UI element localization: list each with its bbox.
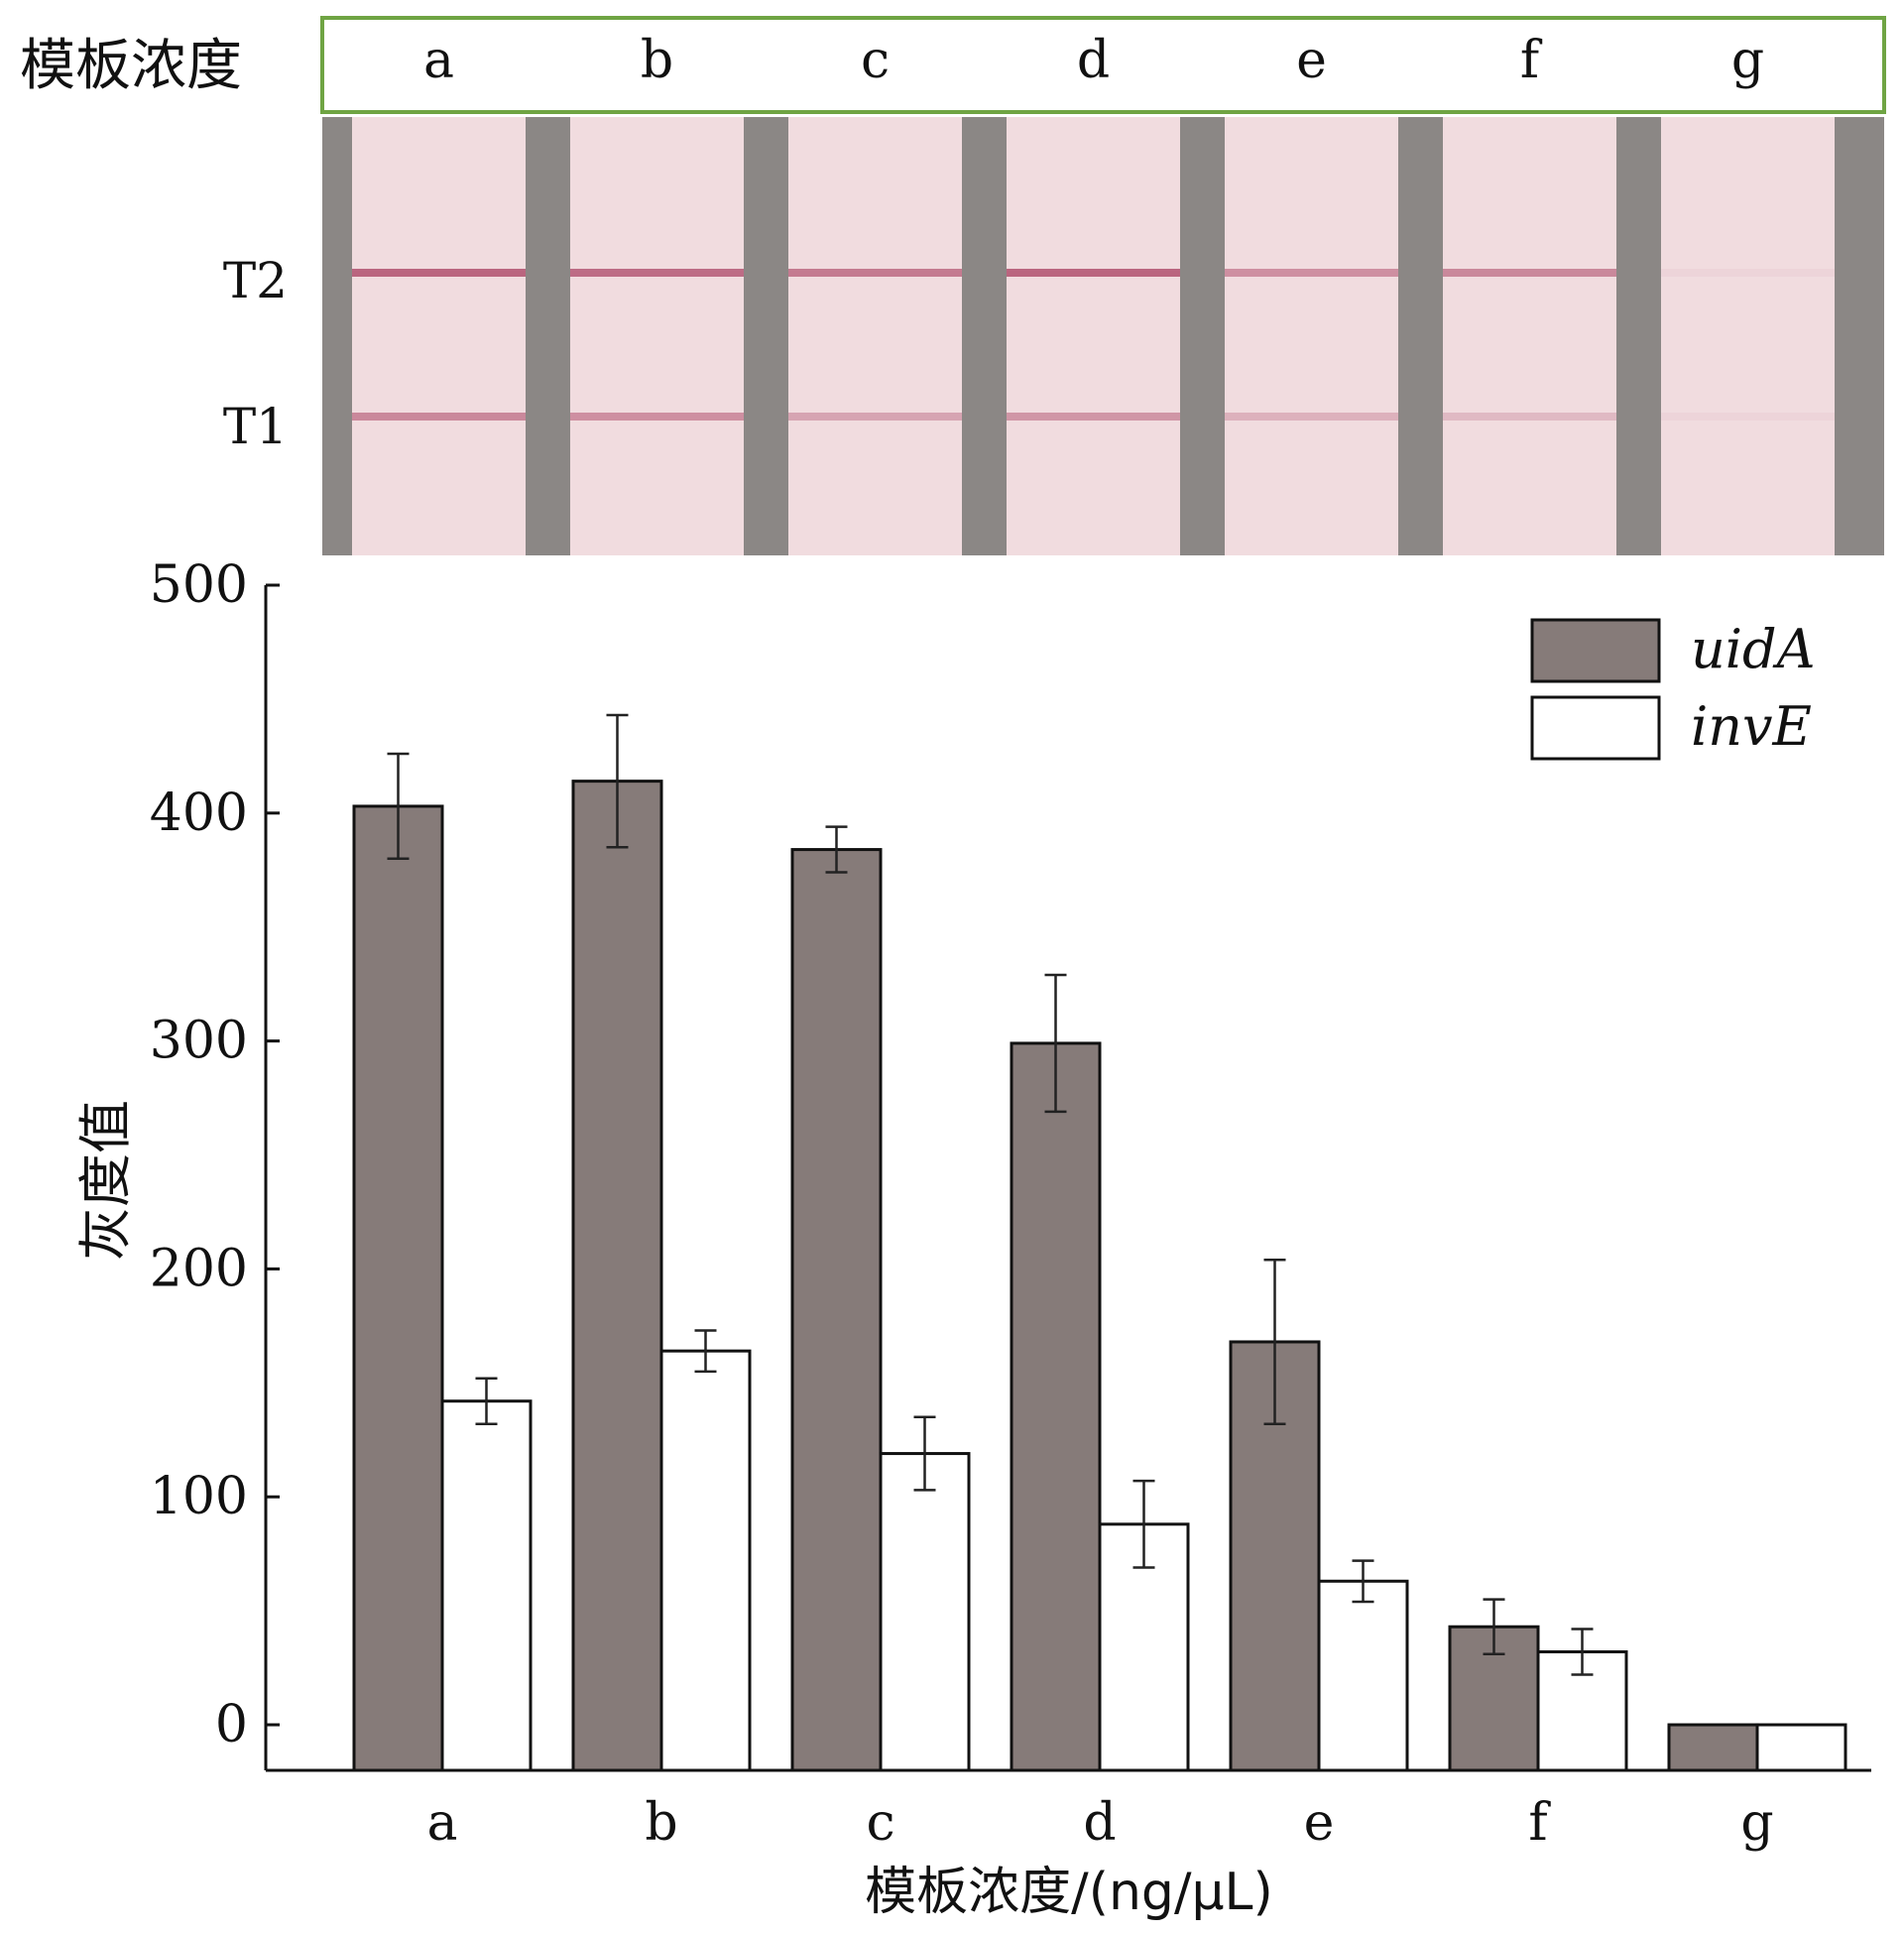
x-tick-label-c: c <box>866 1793 894 1853</box>
x-tick-labels: a b c d e f g <box>426 1793 1773 1853</box>
axes <box>264 585 1871 1772</box>
strip-band-t1-d <box>1007 413 1180 421</box>
bar-uidA-d <box>1010 1041 1102 1772</box>
band-label-t2: T2 <box>223 252 288 309</box>
error-bar-invE-b <box>694 1329 717 1374</box>
lane-label-g: g <box>1731 31 1764 90</box>
lane-label-a: a <box>423 31 454 90</box>
error-bar-invE-c <box>913 1415 936 1492</box>
lane-label-frame <box>320 16 1886 114</box>
y-tick-label-500: 500 <box>150 555 248 615</box>
bar-uidA-c <box>790 848 883 1772</box>
legend-swatch-uidA <box>1530 618 1661 683</box>
error-bar-uidA-f <box>1483 1598 1505 1656</box>
lane-label-b: b <box>641 31 673 90</box>
x-tick-label-e: e <box>1304 1793 1335 1853</box>
error-bar-uidA-b <box>606 713 629 849</box>
test-strip-b <box>570 117 744 555</box>
strip-band-t1-b <box>570 413 744 421</box>
y-tick-label-0: 0 <box>215 1695 248 1754</box>
error-bars <box>387 713 1594 1676</box>
strip-band-t2-b <box>570 269 744 277</box>
bar-uidA-g <box>1667 1723 1759 1772</box>
bar-invE-e <box>1317 1579 1409 1772</box>
strip-band-t2-d <box>1007 269 1180 277</box>
error-bar-invE-f <box>1571 1628 1594 1676</box>
legend: uidA invE <box>1530 618 1816 761</box>
error-bar-uidA-d <box>1044 973 1067 1114</box>
y-tick-label-200: 200 <box>150 1239 248 1298</box>
strip-band-t2-g <box>1661 269 1835 277</box>
x-tick-label-f: f <box>1528 1793 1551 1853</box>
error-bar-invE-e <box>1352 1559 1374 1604</box>
lane-label-c: c <box>861 31 890 90</box>
strip-panel: 模板浓度 a b c d e f g T2 T1 <box>20 16 1886 555</box>
strip-band-t1-c <box>788 413 962 421</box>
legend-label-uidA: uidA <box>1691 618 1816 680</box>
lane-label-f: f <box>1520 31 1543 90</box>
error-bar-invE-a <box>475 1377 498 1425</box>
x-tick-label-d: d <box>1083 1793 1116 1853</box>
y-tick-label-300: 300 <box>150 1012 248 1071</box>
test-strip-f <box>1443 117 1616 555</box>
test-strip-c <box>788 117 962 555</box>
strip-band-t2-e <box>1225 269 1398 277</box>
lane-label-e: e <box>1296 31 1327 90</box>
strip-band-t1-f <box>1443 413 1616 421</box>
strip-band-t1-e <box>1225 413 1398 421</box>
bar-invE-c <box>879 1452 971 1772</box>
legend-label-invE: invE <box>1691 695 1812 758</box>
bar-invE-b <box>659 1349 752 1772</box>
strip-band-t2-c <box>788 269 962 277</box>
y-tick-label-100: 100 <box>150 1467 248 1526</box>
test-strip-e <box>1225 117 1398 555</box>
strip-band-t2-f <box>1443 269 1616 277</box>
bar-invE-g <box>1755 1723 1847 1772</box>
y-ticks: 0 100 200 300 400 500 <box>150 555 280 1754</box>
lane-label-d: d <box>1077 31 1110 90</box>
test-strip-a <box>352 117 526 555</box>
bar-uidA-b <box>571 780 663 1772</box>
legend-swatch-invE <box>1530 695 1661 761</box>
error-bar-invE-d <box>1132 1479 1155 1569</box>
strip-band-t1-g <box>1661 413 1835 421</box>
error-bar-uidA-e <box>1263 1258 1286 1425</box>
test-strip-g <box>1661 117 1835 555</box>
x-tick-label-g: g <box>1740 1793 1773 1853</box>
bars <box>352 780 1847 1772</box>
x-tick-label-a: a <box>426 1793 457 1853</box>
strip-band-t1-a <box>352 413 526 421</box>
strip-band-t2-a <box>352 269 526 277</box>
test-strip-d <box>1007 117 1180 555</box>
y-axis-title: 灰度值 <box>74 1100 137 1261</box>
band-label-t1: T1 <box>223 398 288 455</box>
x-tick-label-b: b <box>645 1793 677 1853</box>
x-axis-title: 模板浓度/(ng/μL) <box>865 1863 1273 1922</box>
bar-invE-a <box>440 1399 533 1772</box>
bar-chart: 0 100 200 300 400 500 a b c d e f g 灰度值 模板浓度/(ng/μL… <box>74 555 1871 1922</box>
bar-uidA-a <box>352 804 444 1772</box>
test-strips <box>352 117 1835 555</box>
template-concentration-label: 模板浓度 <box>20 34 242 98</box>
error-bar-uidA-a <box>387 752 410 861</box>
lane-labels: a b c d e f g <box>423 31 1764 90</box>
y-tick-label-400: 400 <box>150 784 248 843</box>
error-bar-uidA-c <box>825 825 848 874</box>
